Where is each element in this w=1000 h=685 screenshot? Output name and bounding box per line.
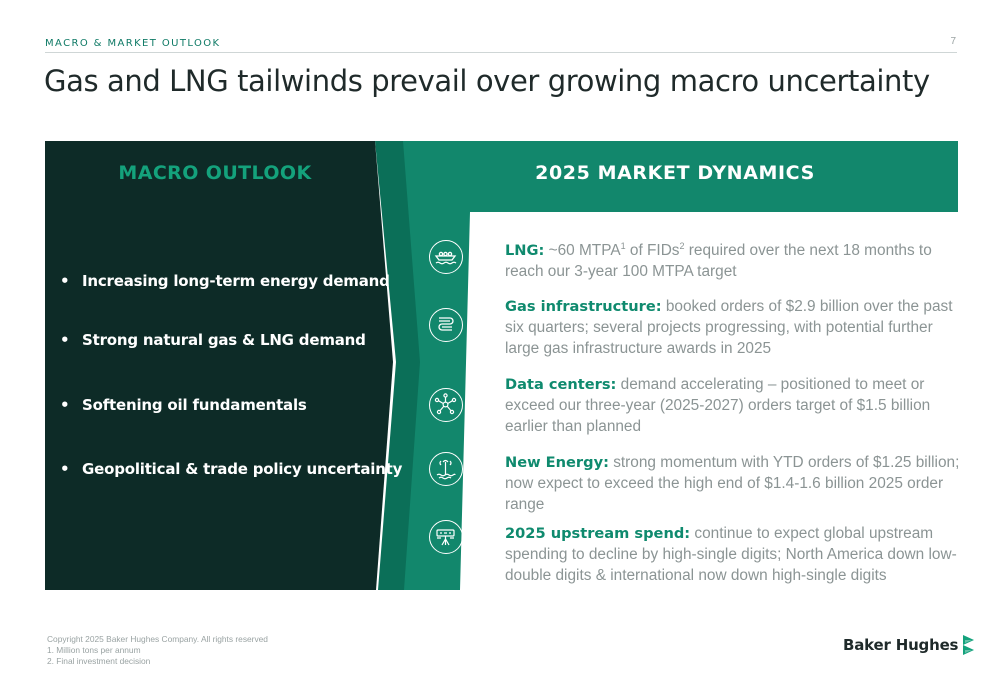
page-title: Gas and LNG tailwinds prevail over growi… [44,64,930,98]
dynamics-item-data-centers: Data centers: demand accelerating – posi… [505,374,965,437]
logo-text: Baker Hughes [843,636,959,654]
dynamics-text: demand accelerating – positioned to meet… [505,376,931,435]
dynamics-text: of FIDs [625,242,680,259]
lng-ship-icon [429,240,463,274]
market-dynamics-heading: 2025 MARKET DYNAMICS [535,162,815,184]
dynamics-text: continue to expect global upstream spend… [505,525,957,584]
dynamics-lead: 2025 upstream spend: [505,525,691,542]
footnote-ref: 1 [620,240,626,251]
bullet: • [60,460,70,478]
footnotes: Copyright 2025 Baker Hughes Company. All… [47,634,268,667]
macro-item: • Increasing long-term energy demand [60,272,390,290]
dark-panel [45,141,393,590]
macro-item: • Strong natural gas & LNG demand [60,331,366,349]
dynamics-lead: Gas infrastructure: [505,298,662,315]
bullet: • [60,396,70,414]
bullet: • [60,331,70,349]
macro-item-text: Strong natural gas & LNG demand [82,331,366,349]
section-label: MACRO & MARKET OUTLOOK [45,38,221,49]
macro-item-text: Increasing long-term energy demand [82,272,390,290]
dynamics-text: ~60 MTPA [544,242,621,259]
upstream-rig-icon [429,520,463,554]
dynamics-text: strong momentum with YTD orders of $1.25… [505,454,960,513]
content-area [470,212,960,590]
macro-item-text: Softening oil fundamentals [82,396,307,414]
footnote-ref: 2 [679,240,685,251]
dynamics-lead: LNG: [505,242,545,259]
macro-item: • Softening oil fundamentals [60,396,307,414]
footnote-1: 1. Million tons per annum [47,645,141,655]
dynamics-item-lng: LNG: ~60 MTPA1 of FIDs2 required over th… [505,240,965,282]
pipeline-icon [429,308,463,342]
dynamics-item-new-energy: New Energy: strong momentum with YTD ord… [505,452,965,515]
dynamics-lead: Data centers: [505,376,617,393]
copyright-text: Copyright 2025 Baker Hughes Company. All… [47,634,268,644]
macro-outlook-heading: MACRO OUTLOOK [118,162,312,184]
dynamics-text: required over the next 18 months to reac… [505,242,932,280]
geothermal-icon [429,452,463,486]
page-number: 7 [950,36,956,47]
dynamics-item-upstream-spend: 2025 upstream spend: continue to expect … [505,523,965,586]
network-nodes-icon [429,388,463,422]
footnote-2: 2. Final investment decision [47,656,151,666]
bullet: • [60,272,70,290]
dynamics-text: booked orders of $2.9 billion over the p… [505,298,953,357]
header-rule [45,52,957,53]
dynamics-lead: New Energy: [505,454,609,471]
baker-hughes-logo: Baker Hughes [843,632,976,658]
macro-item: • Geopolitical & trade policy uncertainty [60,460,402,478]
logo-mark-icon [963,635,975,655]
macro-item-text: Geopolitical & trade policy uncertainty [82,460,403,478]
teal-stripe [375,141,420,590]
dynamics-item-gas-infrastructure: Gas infrastructure: booked orders of $2.… [505,296,965,359]
